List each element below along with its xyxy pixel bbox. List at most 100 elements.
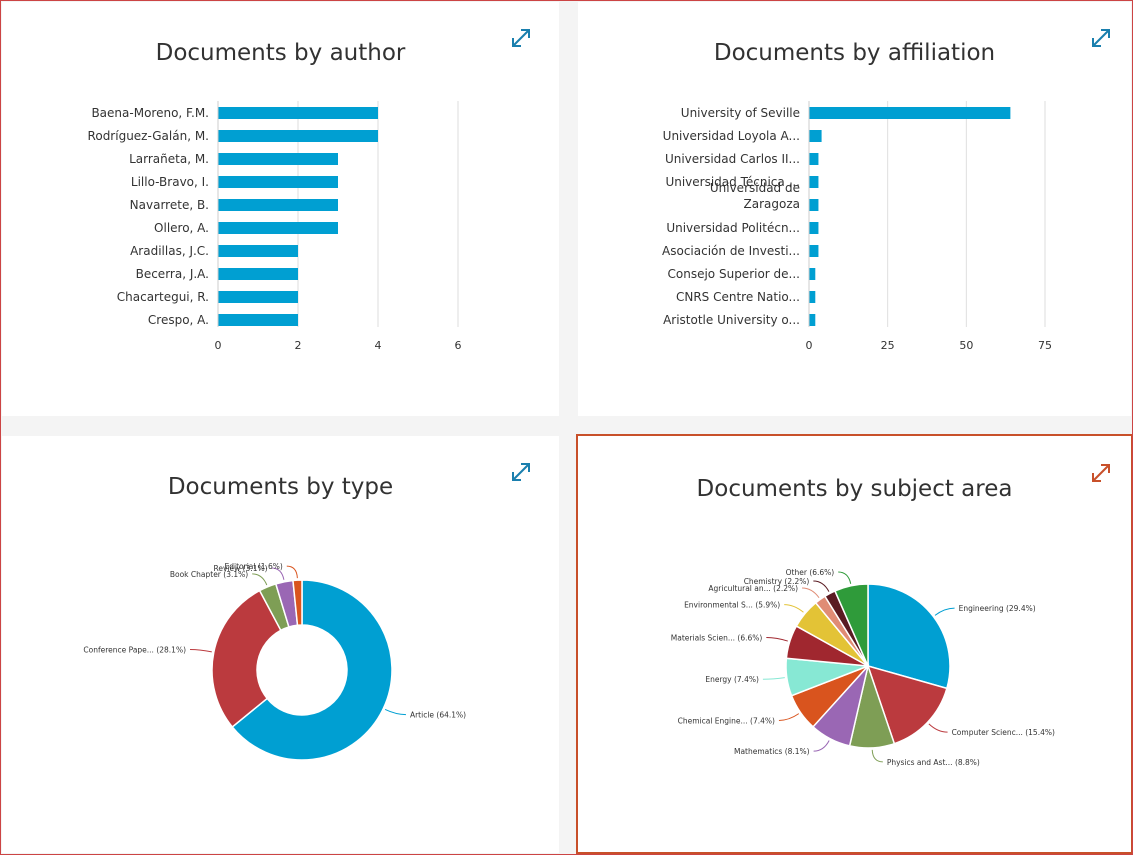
slice-label: Review (3.1%) bbox=[213, 564, 267, 573]
bar bbox=[218, 107, 378, 119]
pie-slice bbox=[867, 583, 951, 690]
pie-slice bbox=[292, 579, 303, 627]
leader-line bbox=[838, 571, 852, 584]
leader-line bbox=[762, 677, 785, 680]
author-bar-chart: 0 2 4 6 Baena-Moreno, F.M. Rodríguez-Galán, M… bbox=[88, 101, 462, 352]
leader-line bbox=[813, 740, 830, 752]
bar bbox=[218, 153, 338, 165]
chart-title: Documents by subject area bbox=[696, 476, 1013, 502]
category-label: Universidad Politécn... bbox=[666, 221, 800, 235]
bar bbox=[809, 222, 819, 234]
panel-documents-by-affiliation: Documents by affiliation 0 25 50 75 Universi… bbox=[578, 2, 1131, 416]
subject-pie-chart: Engineering (29.4%) Computer Scienc... (1… bbox=[671, 568, 1055, 767]
slice-label: Conference Pape... (28.1%) bbox=[83, 646, 186, 655]
affiliation-bar-chart: 0 25 50 75 University of Seville Universidad … bbox=[662, 101, 1052, 352]
bar bbox=[809, 153, 819, 165]
category-label: Universidad Carlos II... bbox=[665, 152, 800, 166]
panel-documents-by-type: Documents by type Article (64.1%) Confere… bbox=[2, 436, 559, 853]
category-label: Crespo, A. bbox=[148, 313, 209, 327]
category-label: CNRS Centre Natio... bbox=[676, 290, 800, 304]
bar bbox=[809, 291, 816, 303]
bar bbox=[218, 268, 298, 280]
bar bbox=[218, 130, 378, 142]
chart-title: Documents by affiliation bbox=[713, 40, 996, 66]
leader-line bbox=[286, 565, 298, 579]
pie-slice bbox=[833, 583, 869, 667]
leader-line bbox=[766, 636, 788, 642]
bar bbox=[809, 245, 819, 257]
category-label: Baena-Moreno, F.M. bbox=[91, 106, 209, 120]
category-label: University of Seville bbox=[681, 106, 800, 120]
bar bbox=[218, 245, 298, 257]
slice-label: Book Chapter (3.1%) bbox=[170, 570, 248, 579]
slice-label: Chemical Engine... (7.4%) bbox=[678, 716, 775, 725]
bar bbox=[809, 314, 816, 326]
chart-title: Documents by type bbox=[167, 474, 394, 500]
bar bbox=[218, 222, 338, 234]
tick-label: 0 bbox=[806, 339, 813, 352]
tick-label: 2 bbox=[295, 339, 302, 352]
expand-icon[interactable] bbox=[1090, 27, 1112, 49]
category-label: Larrañeta, M. bbox=[129, 152, 209, 166]
slice-label: Energy (7.4%) bbox=[705, 675, 759, 684]
slice-label: Physics and Ast... (8.8%) bbox=[887, 758, 980, 767]
type-donut-chart: Article (64.1%) Conference Pape... (28.1%… bbox=[83, 562, 466, 761]
pie-slice bbox=[211, 589, 282, 728]
category-label: Universidad de Zaragoza bbox=[710, 181, 800, 211]
bar bbox=[809, 176, 819, 188]
pie-slice bbox=[866, 664, 948, 745]
bar bbox=[809, 130, 822, 142]
leader-line bbox=[190, 649, 212, 653]
category-label: Universidad Loyola A... bbox=[663, 129, 800, 143]
category-label: Ollero, A. bbox=[154, 221, 209, 235]
expand-icon[interactable] bbox=[510, 461, 532, 483]
slice-label: Materials Scien... (6.6%) bbox=[671, 633, 763, 642]
pie-slice bbox=[231, 579, 393, 761]
slice-label: Mathematics (8.1%) bbox=[734, 747, 810, 756]
tick-label: 4 bbox=[375, 339, 382, 352]
expand-icon[interactable] bbox=[510, 27, 532, 49]
leader-line bbox=[813, 580, 830, 592]
leader-line bbox=[384, 708, 406, 716]
slice-label: Article (64.1%) bbox=[410, 711, 466, 720]
category-label: Aristotle University o... bbox=[663, 313, 800, 327]
category-label: Asociación de Investi... bbox=[662, 244, 800, 258]
tick-label: 25 bbox=[881, 339, 895, 352]
leader-line bbox=[252, 573, 268, 586]
tick-label: 6 bbox=[455, 339, 462, 352]
tick-label: 75 bbox=[1038, 339, 1052, 352]
slice-label: Computer Scienc... (15.4%) bbox=[952, 728, 1055, 737]
leader-line bbox=[271, 567, 285, 580]
bar bbox=[809, 199, 819, 211]
bar bbox=[809, 268, 816, 280]
leader-line bbox=[784, 604, 804, 613]
leader-line bbox=[934, 607, 955, 616]
bar bbox=[218, 314, 298, 326]
slice-label: Agricultural an... (2.2%) bbox=[708, 584, 798, 593]
leader-line bbox=[871, 749, 883, 763]
bar bbox=[218, 176, 338, 188]
leader-line bbox=[928, 723, 948, 733]
slice-label: Environmental S... (5.9%) bbox=[684, 601, 780, 610]
category-label: Becerra, J.A. bbox=[136, 267, 209, 281]
category-label: Navarrete, B. bbox=[130, 198, 209, 212]
panel-documents-by-author: Documents by author 0 2 4 6 Baena-Moreno, F.… bbox=[2, 2, 559, 416]
slice-label: Other (6.6%) bbox=[786, 568, 835, 577]
bar bbox=[218, 291, 298, 303]
chart-title: Documents by author bbox=[155, 40, 406, 66]
category-label: Aradillas, J.C. bbox=[130, 244, 209, 258]
leader-line bbox=[778, 713, 800, 721]
slice-label: Editorial (1.6%) bbox=[225, 562, 283, 571]
category-label: Chacartegui, R. bbox=[117, 290, 209, 304]
category-label: Lillo-Bravo, I. bbox=[131, 175, 209, 189]
panel-documents-by-subject-area: Documents by subject area Engineering (2… bbox=[576, 434, 1133, 854]
slice-label: Chemistry (2.2%) bbox=[744, 577, 810, 586]
category-label: Rodríguez-Galán, M. bbox=[88, 129, 209, 143]
tick-label: 50 bbox=[959, 339, 973, 352]
bar bbox=[809, 107, 1011, 119]
tick-label: 0 bbox=[215, 339, 222, 352]
slice-label: Engineering (29.4%) bbox=[959, 604, 1036, 613]
expand-icon[interactable] bbox=[1090, 462, 1112, 484]
bar bbox=[218, 199, 338, 211]
category-label: Consejo Superior de... bbox=[668, 267, 800, 281]
